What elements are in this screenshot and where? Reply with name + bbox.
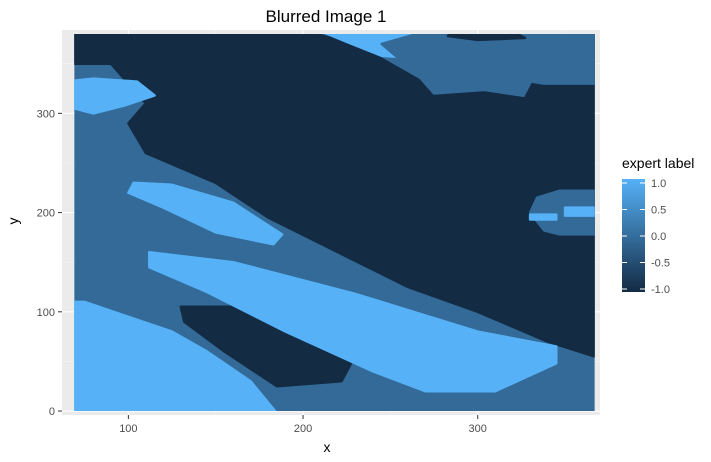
legend-title: expert label bbox=[622, 155, 694, 171]
heatmap-region bbox=[563, 206, 595, 217]
y-tick-label: 200 bbox=[37, 208, 55, 220]
legend-tick-label: 0.0 bbox=[651, 231, 666, 243]
legend-ticks: 1.0 0.5 0.0 -0.5 -1.0 bbox=[622, 178, 670, 296]
y-tick-label: 0 bbox=[49, 406, 55, 418]
legend: expert label 1.0 0.5 0.0 -0.5 -1.0 bbox=[622, 155, 694, 296]
heatmap-region bbox=[74, 300, 277, 412]
y-axis-label: y bbox=[5, 218, 21, 225]
legend-tick-label: -0.5 bbox=[651, 258, 670, 270]
heatmap-region bbox=[380, 33, 595, 95]
heatmap-region bbox=[446, 33, 527, 42]
heatmap-region bbox=[127, 181, 284, 246]
chart-title: Blurred Image 1 bbox=[266, 7, 387, 26]
heatmap-cells bbox=[74, 33, 595, 412]
heatmap-region bbox=[528, 213, 558, 221]
x-axis-label: x bbox=[324, 439, 331, 455]
axes: 100 200 300 0 100 200 300 bbox=[37, 108, 487, 435]
y-tick-label: 300 bbox=[37, 108, 55, 120]
legend-tick-label: -1.0 bbox=[651, 284, 670, 296]
legend-tick-label: 1.0 bbox=[651, 178, 666, 190]
x-tick-label: 300 bbox=[469, 423, 487, 435]
legend-tick-label: 0.5 bbox=[651, 205, 666, 217]
x-tick-label: 200 bbox=[294, 423, 312, 435]
x-tick-label: 100 bbox=[119, 423, 137, 435]
heatmap-region bbox=[528, 189, 595, 236]
heatmap-region bbox=[74, 77, 156, 115]
y-tick-label: 100 bbox=[37, 307, 55, 319]
legend-colorbar bbox=[622, 179, 645, 292]
heatmap-region bbox=[148, 251, 558, 393]
